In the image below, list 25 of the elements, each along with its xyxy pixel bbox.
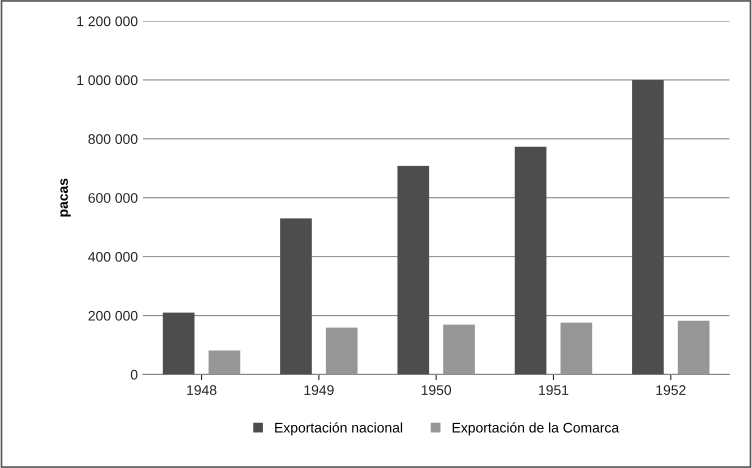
y-tick-label: 400 000 bbox=[88, 252, 138, 262]
bar bbox=[162, 312, 194, 374]
y-tick-label: 200 000 bbox=[88, 310, 138, 321]
x-tick-label: 1950 bbox=[422, 385, 452, 396]
x-tick-label: 1948 bbox=[187, 385, 216, 396]
y-tick-label: 800 000 bbox=[88, 134, 138, 144]
legend-label: Exportación nacional bbox=[275, 422, 402, 436]
bar bbox=[397, 166, 430, 374]
bar bbox=[514, 146, 546, 374]
bar bbox=[326, 328, 358, 374]
bar bbox=[632, 80, 664, 374]
y-tick-label: 1 200 000 bbox=[77, 16, 138, 26]
legend-label: Exportación de la Comarca bbox=[452, 422, 620, 436]
x-tick-label: 1949 bbox=[304, 385, 334, 396]
x-tick-label: 1952 bbox=[656, 385, 686, 396]
bar bbox=[280, 218, 312, 374]
y-tick-label: 1 000 000 bbox=[77, 75, 138, 86]
bar bbox=[208, 350, 240, 374]
bar bbox=[678, 320, 710, 374]
y-tick-label: 600 000 bbox=[88, 193, 138, 203]
x-tick-label: 1951 bbox=[539, 385, 568, 396]
bar bbox=[560, 322, 592, 374]
bar bbox=[443, 324, 475, 374]
y-tick-label: 0 bbox=[130, 370, 138, 380]
y-axis-title: pacas bbox=[60, 178, 71, 217]
